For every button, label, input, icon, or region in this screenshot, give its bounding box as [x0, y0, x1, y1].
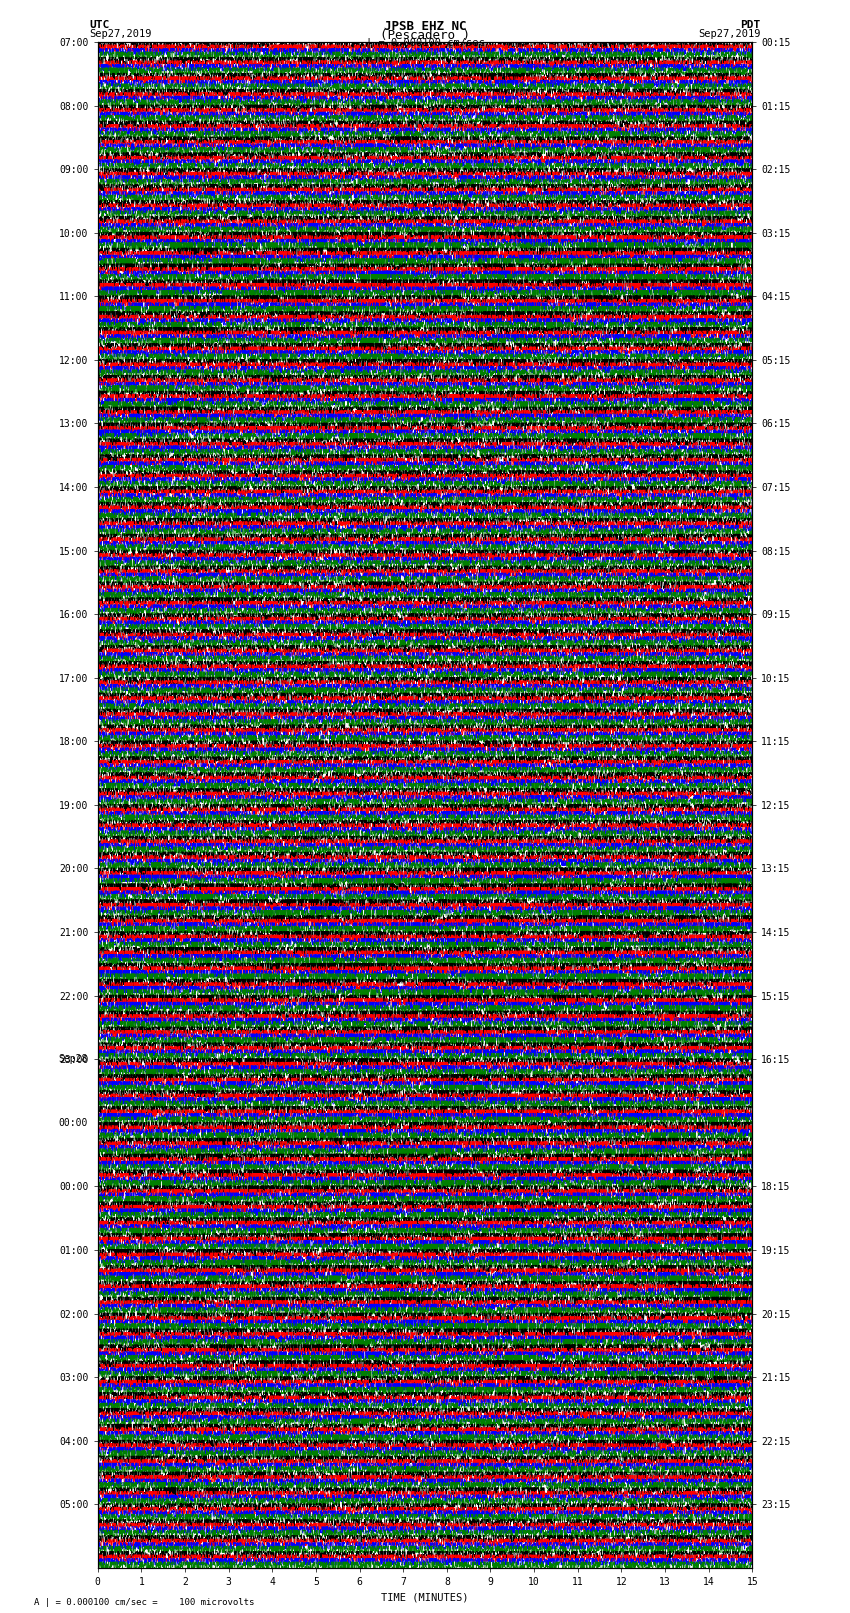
Text: Sep28: Sep28: [59, 1055, 88, 1065]
Text: JPSB EHZ NC: JPSB EHZ NC: [383, 19, 467, 34]
Text: Sep27,2019: Sep27,2019: [698, 29, 761, 39]
Text: 00:00: 00:00: [59, 1118, 88, 1127]
Text: | = 0.000100 cm/sec: | = 0.000100 cm/sec: [366, 37, 484, 48]
Text: A | = 0.000100 cm/sec =    100 microvolts: A | = 0.000100 cm/sec = 100 microvolts: [34, 1597, 254, 1607]
Text: PDT: PDT: [740, 19, 761, 31]
Text: Sep27,2019: Sep27,2019: [89, 29, 152, 39]
Text: (Pescadero ): (Pescadero ): [380, 29, 470, 42]
Text: UTC: UTC: [89, 19, 110, 31]
X-axis label: TIME (MINUTES): TIME (MINUTES): [382, 1592, 468, 1602]
